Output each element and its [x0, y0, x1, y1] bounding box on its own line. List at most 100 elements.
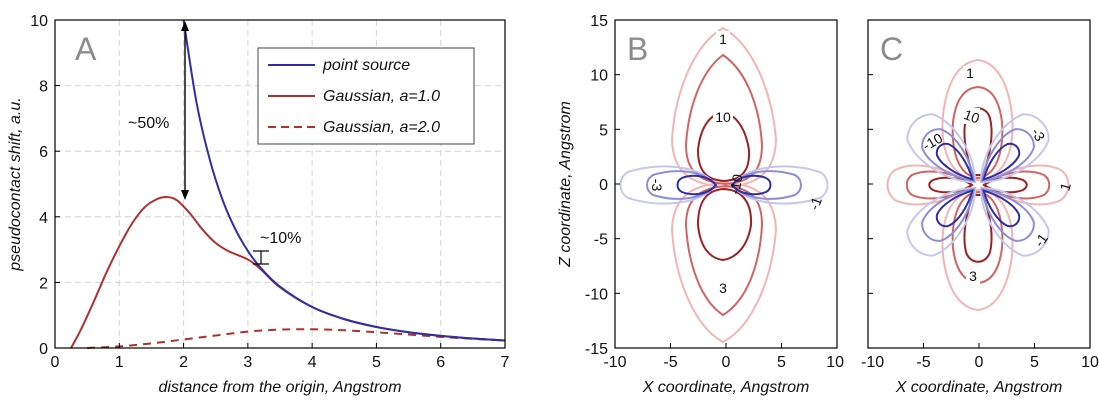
fifty-percent-arrowhead-bottom: [181, 190, 189, 200]
contour-c-label-1-right: 1: [1056, 181, 1074, 193]
panel-a-line-chart: ~50% ~10% point source Gaussian, a=1.0 G…: [7, 13, 510, 396]
legend-label-point-source: point source: [322, 57, 410, 74]
legend-label-gaussian-a1: Gaussian, a=1.0: [323, 88, 440, 105]
panel-b-x-tick-label: 10: [826, 354, 844, 371]
panel-b-x-axis-label: X coordinate, Angstrom: [642, 379, 810, 396]
contour-c-level-1-bottom: [941, 188, 1014, 312]
contour-c-negative-lobe-lower-right: [979, 186, 1050, 257]
contour-c-negative-lobe-upper-left: [906, 113, 977, 184]
panel-b-x-tick-label: 0: [722, 354, 731, 371]
panel-a-frame: [54, 19, 506, 349]
panel-a-y-tick-label: 2: [39, 275, 48, 292]
contour-c-level-10-bottom: [963, 194, 993, 263]
panel-a-y-tick-label: 10: [30, 13, 48, 30]
contour-c-label-10: 10: [962, 106, 982, 126]
panel-a-ticks: 0 1 2 3 4 5 6 7 0 2 4 6 8 10: [30, 13, 509, 371]
fifty-percent-arrowhead-top: [181, 21, 189, 31]
contour-c-level-1-top: [941, 58, 1014, 182]
contour-c-label-bg-3: [966, 268, 980, 284]
panel-a-x-tick-label: 3: [243, 354, 252, 371]
contour-b-label-minus-1: -1: [806, 195, 825, 212]
contour-b-level-minus-10-right: [730, 174, 772, 196]
panel-c-x-tick-label: -10: [861, 354, 884, 371]
panel-c-letter: C: [880, 31, 903, 67]
panel-a-y-tick-label: 6: [39, 144, 48, 161]
panel-b-y-tick-label: 5: [599, 122, 608, 139]
panel-b-y-tick-label: -15: [585, 341, 608, 358]
contour-b-label-bg-10: [713, 109, 733, 125]
contour-b-label-bg-1: [716, 31, 730, 47]
contour-c-label-bg-10: [960, 108, 980, 124]
panel-a-x-axis-label: distance from the origin, Angstrom: [158, 379, 401, 396]
panel-c-x-tick-label: -5: [916, 354, 930, 371]
panel-b-x-tick-label: 5: [777, 354, 786, 371]
panel-c-contour-plot: 1 10 -3 -10 1 -1 3 C -10 -5 0 5 10 X coordin…: [861, 19, 1099, 396]
panel-a-series: [70, 19, 506, 349]
panel-a-letter: A: [75, 31, 97, 67]
contour-b-label-10: 10: [715, 109, 731, 125]
panel-b-y-tick-label: 0: [599, 177, 608, 194]
contour-c-level-1-right: [982, 164, 1070, 206]
series-line-point-source: [182, 19, 506, 342]
panel-b-y-tick-label: 10: [590, 68, 608, 85]
contour-c-level-3-top: [951, 85, 1004, 180]
contour-c-level-3-left: [905, 170, 974, 200]
contour-b-level-3-top: [684, 53, 764, 186]
panel-a-x-tick-label: 0: [51, 354, 60, 371]
panel-a-y-axis-label: pseudocontact shift, a.u.: [7, 97, 24, 271]
panel-a-y-tick-label: 0: [39, 341, 48, 358]
panel-c-ticks: -10 -5 0 5 10: [861, 19, 1099, 371]
contour-b-label-3: 3: [719, 280, 727, 296]
panel-a-x-tick-label: 6: [436, 354, 445, 371]
contour-c-label-1-top: 1: [966, 65, 974, 81]
contour-b-level-minus-3-right: [730, 170, 802, 200]
series-line-gaussian-a-2-0: [87, 328, 506, 349]
annotation-ten-percent: ~10%: [260, 230, 301, 247]
contour-b-level-1-bottom: [670, 181, 778, 344]
panel-a-x-tick-label: 4: [308, 354, 317, 371]
contour-b-level-minus-3-left: [646, 170, 718, 200]
contour-c-label-bg-1-top: [963, 66, 977, 82]
series-line-gaussian-a-1-0: [70, 196, 506, 349]
panel-a-y-tick-label: 8: [39, 79, 48, 96]
contour-b-level-minus-1-left: [619, 165, 718, 205]
contour-c-label-3: 3: [969, 268, 977, 284]
contour-b-label-minus-10: -10: [726, 173, 745, 196]
contour-b-level-10-bottom: [696, 187, 753, 262]
panel-b-x-tick-label: -5: [663, 354, 677, 371]
panel-a-x-tick-label: 7: [501, 354, 510, 371]
panel-c-x-axis-label: X coordinate, Angstrom: [895, 379, 1063, 396]
panel-c-x-tick-label: 10: [1081, 354, 1099, 371]
contour-b-level-1-top: [670, 26, 778, 189]
panel-a-y-tick-label: 4: [39, 210, 48, 227]
contour-c-negative-lobe-lower-left: [906, 186, 977, 257]
panel-a-x-tick-label: 5: [372, 354, 381, 371]
panel-c-x-tick-label: 5: [1030, 354, 1039, 371]
annotation-fifty-percent: ~50%: [128, 115, 169, 132]
legend-label-gaussian-a2: Gaussian, a=2.0: [323, 119, 440, 136]
contour-b-level-minus-1-right: [730, 165, 829, 205]
panel-b-y-tick-label: -10: [585, 286, 608, 303]
panel-b-y-tick-label: 15: [590, 13, 608, 30]
panel-b-letter: B: [627, 31, 648, 67]
panel-c-contours: [886, 58, 1070, 312]
contour-c-level-3-right: [982, 170, 1051, 200]
contour-c-negative-lobe-upper-right: [979, 113, 1050, 184]
panel-b-y-axis-label: Z coordinate, Angstrom: [557, 101, 574, 268]
panel-b-contour-plot: 1 10 3 -3 -10 -1 B -10 -5 0 5 10-15-10-50510…: [557, 13, 844, 396]
panel-a-x-tick-label: 1: [115, 354, 124, 371]
contour-b-label-bg-3: [716, 280, 730, 296]
panel-a-annotation-arrows: [181, 21, 269, 265]
panel-b-x-tick-label: -10: [603, 354, 626, 371]
contour-b-label-1: 1: [719, 31, 727, 47]
contour-b-label-minus-3: -3: [649, 179, 665, 192]
contour-c-level-1-left: [886, 164, 974, 206]
panel-b-contours: [619, 26, 829, 344]
contour-b-level-minus-10-left: [676, 174, 718, 196]
panel-a-x-tick-label: 2: [179, 354, 188, 371]
contour-b-level-3-bottom: [684, 184, 764, 317]
panel-b-y-tick-label: -5: [594, 232, 608, 249]
panel-c-x-tick-label: 0: [975, 354, 984, 371]
